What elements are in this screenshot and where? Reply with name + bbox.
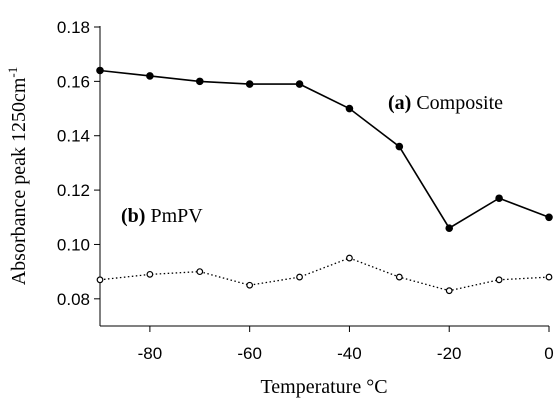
y-tick-label: 0.16 xyxy=(57,72,90,91)
data-point xyxy=(395,142,404,151)
data-point xyxy=(195,77,204,86)
series-label-pmpv: (b) PmPV xyxy=(121,205,203,227)
data-point xyxy=(196,268,204,276)
y-tick-label: 0.14 xyxy=(57,127,90,146)
data-point xyxy=(545,273,553,281)
data-point xyxy=(295,80,304,88)
data-point xyxy=(346,254,353,262)
series-label-marker: (a) xyxy=(388,92,411,114)
data-point xyxy=(146,72,154,80)
y-axis-label: Absorbance peak 1250cm-1 xyxy=(5,67,30,286)
data-point xyxy=(146,270,154,278)
data-point xyxy=(445,224,454,232)
series-label-text: PmPV xyxy=(145,205,203,227)
axes xyxy=(99,26,549,327)
series-label-composite: (a) Composite xyxy=(388,92,503,114)
data-point xyxy=(545,213,553,222)
x-axis-label: Temperature °C xyxy=(260,376,387,398)
data-point xyxy=(96,66,104,75)
x-tick-label: -20 xyxy=(437,344,462,363)
x-tick-label: -60 xyxy=(237,344,262,363)
labels: (a) Composite (b) PmPV Temperature °C Absor… xyxy=(5,67,503,398)
series-line xyxy=(99,257,550,292)
y-axis-label-main: Absorbance peak 1250cm xyxy=(8,77,30,285)
series-composite xyxy=(96,66,553,232)
data-point xyxy=(246,281,254,289)
data-point xyxy=(345,104,354,113)
data-point xyxy=(296,273,303,281)
x-tick-label: -40 xyxy=(337,344,362,363)
y-tick-label: 0.18 xyxy=(57,18,90,37)
series-label-text: Composite xyxy=(411,92,503,114)
x-tick-label: -80 xyxy=(138,344,163,363)
x-tick-label: 0 xyxy=(544,344,553,363)
y-tick-label: 0.10 xyxy=(57,235,90,254)
y-axis-label-superscript: -1 xyxy=(5,67,20,78)
series-label-marker: (b) xyxy=(121,205,145,227)
series-layer xyxy=(96,66,553,295)
y-tick-label: 0.08 xyxy=(57,290,90,309)
data-point xyxy=(395,273,403,281)
data-point xyxy=(495,276,503,284)
series-pmpv xyxy=(96,254,553,295)
data-point xyxy=(96,276,104,284)
data-point xyxy=(495,194,503,203)
data-point xyxy=(245,80,254,88)
data-point xyxy=(445,287,453,295)
y-tick-label: 0.12 xyxy=(57,181,90,200)
series-line xyxy=(99,69,550,230)
ticks: 0.08 0.10 0.12 0.14 0.16 0.18 -80 -60 -40 -20 0 xyxy=(57,18,554,363)
